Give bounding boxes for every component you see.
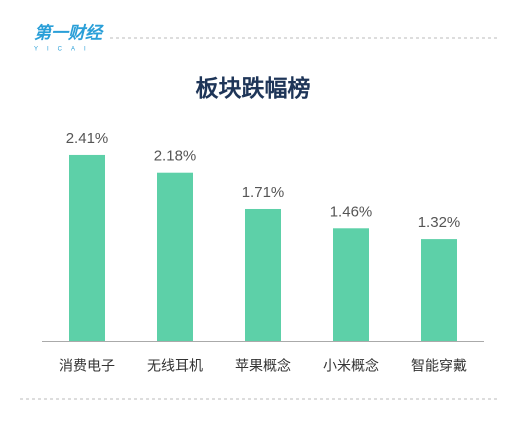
value-label: 2.41%: [66, 130, 109, 147]
logo-text: 第一财经: [34, 23, 104, 42]
x-tick-label: 苹果概念: [235, 358, 291, 374]
x-tick-label: 消费电子: [59, 358, 115, 374]
bar: [421, 239, 457, 341]
bar: [69, 154, 105, 341]
logo-subtext: YICAI: [34, 47, 95, 53]
value-label: 1.32%: [418, 214, 461, 231]
x-tick-label: 无线耳机: [147, 358, 203, 374]
bar: [245, 208, 281, 341]
bar: [157, 172, 193, 341]
value-label: 1.46%: [330, 203, 373, 220]
x-tick-label: 小米概念: [323, 358, 379, 374]
bar: [333, 228, 369, 341]
value-label: 1.71%: [242, 184, 285, 201]
chart-title: 板块跌幅榜: [196, 75, 311, 101]
x-tick-label: 智能穿戴: [411, 358, 467, 374]
value-label: 2.18%: [154, 148, 197, 165]
